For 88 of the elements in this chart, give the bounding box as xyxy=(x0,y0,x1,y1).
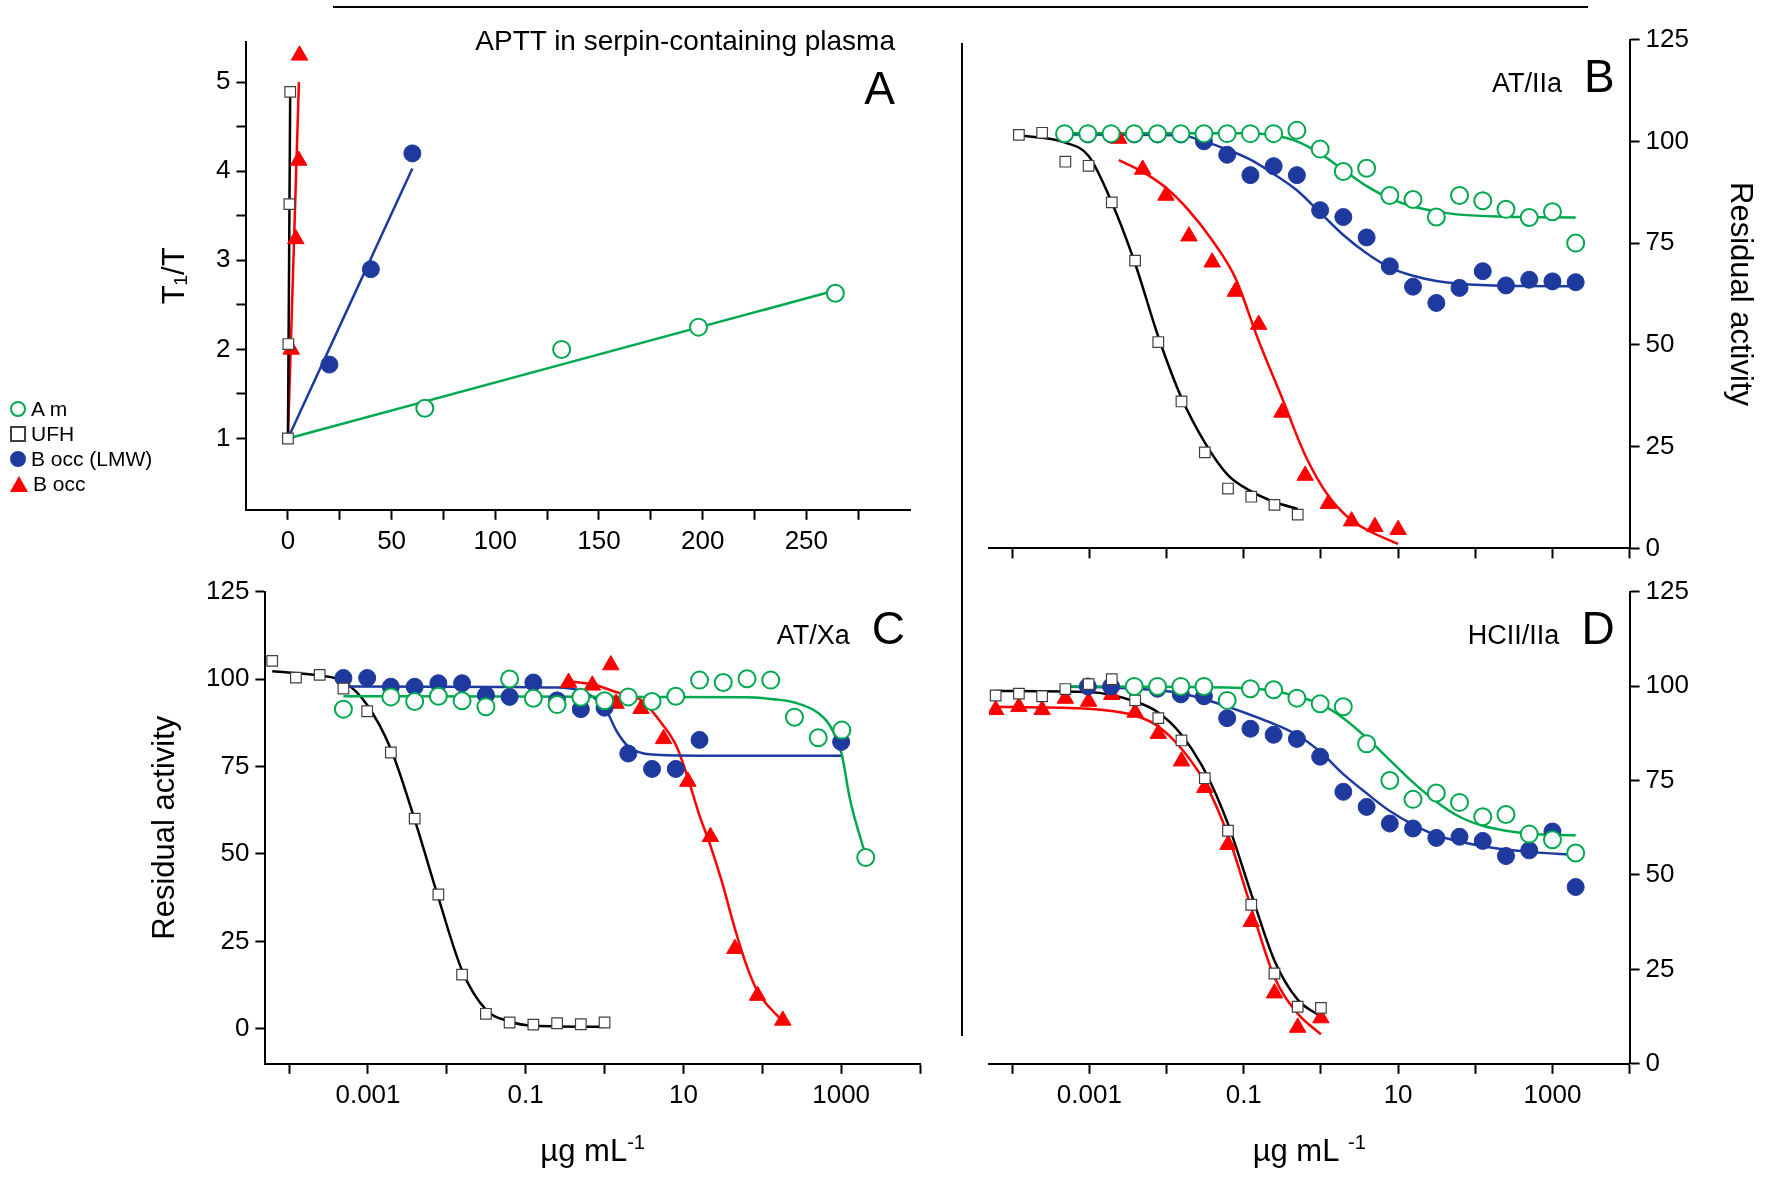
y-tick-label: 2 xyxy=(215,332,231,363)
y-tick-label: 125 xyxy=(205,574,250,605)
point xyxy=(1217,124,1237,144)
point xyxy=(1519,207,1539,227)
point xyxy=(1310,139,1330,159)
point xyxy=(1542,202,1562,222)
annotation: A xyxy=(864,62,896,114)
point xyxy=(1218,145,1237,164)
point xyxy=(283,198,296,211)
x-tick-label: 250 xyxy=(784,524,829,555)
x-tick-label: 0 xyxy=(280,524,296,555)
legend-label: A m xyxy=(31,396,68,421)
text: HCII/IIa xyxy=(1467,619,1561,650)
y-tick-label: 50 xyxy=(1645,858,1675,889)
legend-label: B occ (LMW) xyxy=(31,446,153,471)
x-tick-label: 200 xyxy=(680,524,725,555)
annotation: B xyxy=(1583,49,1615,102)
point xyxy=(1543,272,1562,291)
point xyxy=(825,283,845,303)
y-tick-label: 3 xyxy=(215,243,231,274)
x-tick-label: 100 xyxy=(473,524,517,555)
y-tick-label: 75 xyxy=(220,749,250,780)
annotation: D xyxy=(1581,601,1615,654)
point xyxy=(320,355,339,374)
legend-label: UFH xyxy=(31,421,75,446)
point xyxy=(1520,270,1539,289)
y-tick-label: 100 xyxy=(1645,669,1690,700)
y-tick-label: 125 xyxy=(1645,22,1690,53)
point xyxy=(689,317,708,337)
y-tick-label: 4 xyxy=(215,154,231,185)
y-axis-title: Residual activity xyxy=(1724,182,1759,407)
point xyxy=(284,86,297,98)
x-tick-label: 10 xyxy=(668,1078,698,1109)
y-tick-label: 0 xyxy=(1645,1046,1661,1077)
y-tick-label: 100 xyxy=(205,662,250,693)
x-axis-title: µg mL -1 xyxy=(1252,1130,1366,1168)
y-tick-label: 1 xyxy=(215,421,231,452)
point xyxy=(1450,278,1469,297)
point xyxy=(1264,157,1283,176)
point xyxy=(1357,228,1376,247)
y-tick-label: 25 xyxy=(1645,952,1675,983)
point xyxy=(282,432,294,445)
x-tick-label: 0.1 xyxy=(507,1078,544,1109)
point xyxy=(1473,262,1492,281)
point xyxy=(361,260,380,279)
annotation: C xyxy=(871,601,905,654)
y-tick-label: 50 xyxy=(220,837,250,868)
y-tick-label: 75 xyxy=(1645,226,1675,257)
x-tick-label: 1000 xyxy=(812,1078,871,1109)
point xyxy=(1380,257,1399,276)
point xyxy=(1311,201,1330,220)
point xyxy=(1496,276,1515,295)
y-tick-label: 125 xyxy=(1645,574,1690,605)
line-series xyxy=(1117,158,1400,546)
point xyxy=(1426,207,1446,227)
x-tick-label: 0.001 xyxy=(335,1078,401,1109)
legend-label: B occ xyxy=(33,471,86,496)
y-axis-title: Residual activity xyxy=(146,715,181,940)
x-tick-label: 10 xyxy=(1383,1078,1413,1109)
y-axis-title: T₁/T xyxy=(156,247,191,305)
point xyxy=(282,338,295,350)
point xyxy=(1264,124,1284,144)
x-tick-label: 50 xyxy=(377,524,407,555)
point xyxy=(1287,166,1306,185)
x-tick-label: 0.001 xyxy=(1056,1078,1122,1109)
point xyxy=(1240,124,1260,144)
point xyxy=(403,144,422,163)
y-tick-label: 25 xyxy=(1645,429,1675,460)
point xyxy=(1380,186,1400,205)
x-tick-label: 1000 xyxy=(1523,1078,1582,1109)
point xyxy=(1427,293,1446,312)
y-tick-label: 5 xyxy=(215,65,231,96)
point xyxy=(1333,161,1353,181)
x-tick-label: 150 xyxy=(577,524,621,555)
point xyxy=(1194,124,1214,144)
y-tick-label: 25 xyxy=(220,924,250,955)
point xyxy=(1566,273,1585,292)
y-tick-label: 75 xyxy=(1645,763,1675,794)
y-tick-label: 0 xyxy=(234,1011,250,1042)
text: AT/Xa xyxy=(776,619,851,650)
point xyxy=(1334,208,1353,227)
x-tick-label: 0.1 xyxy=(1225,1078,1262,1109)
text: AT/IIa xyxy=(1491,67,1563,98)
point xyxy=(1241,166,1260,185)
chart-title: APTT in serpin-containing plasma xyxy=(475,25,896,56)
point xyxy=(1404,277,1422,296)
y-tick-label: 50 xyxy=(1645,328,1675,359)
y-tick-label: 100 xyxy=(1645,124,1690,155)
